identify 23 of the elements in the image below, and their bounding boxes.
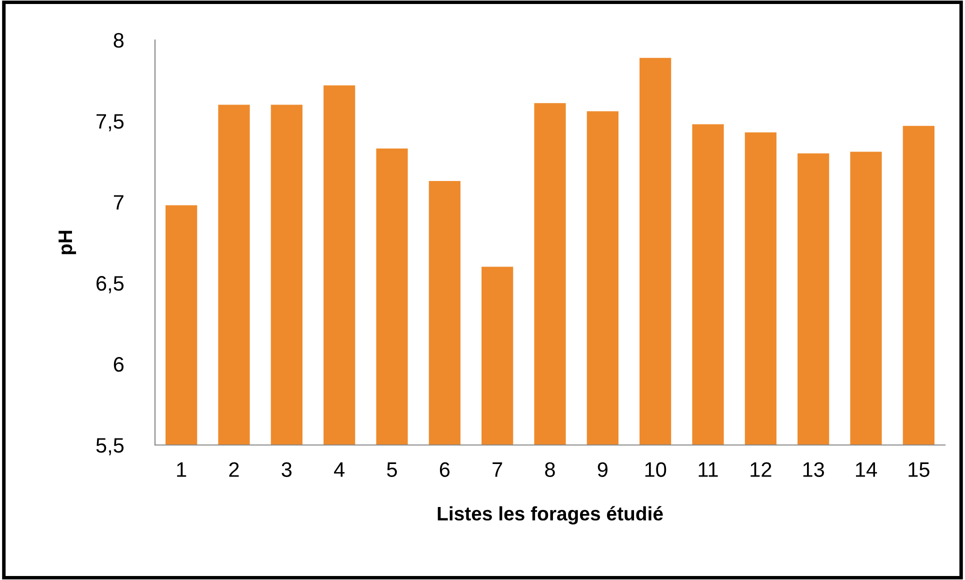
x-tick-label: 5	[387, 462, 397, 477]
x-tick-label: 14	[856, 462, 877, 477]
x-tick-label: 10	[645, 462, 666, 477]
y-tick-label: 6,5	[96, 276, 124, 294]
y-tick-label: 7,5	[96, 114, 124, 132]
y-axis-title: pH	[58, 230, 76, 254]
x-tick-label: 11	[698, 462, 718, 477]
y-tick-label: 8	[114, 33, 124, 48]
x-tick-label: 8	[545, 462, 555, 477]
y-tick-label: 5,5	[96, 438, 124, 456]
x-tick-label: 6	[440, 462, 450, 477]
x-tick-label: 2	[229, 462, 239, 477]
x-tick-label: 15	[908, 462, 930, 477]
y-tick-label: 7	[114, 195, 124, 210]
x-tick-label: 4	[334, 462, 345, 477]
y-tick-label: 6	[114, 357, 124, 372]
x-tick-label: 3	[282, 462, 292, 477]
x-axis-title: Listes les forages étudié	[438, 506, 663, 524]
x-tick-label: 13	[803, 462, 824, 477]
x-tick-label: 7	[492, 462, 502, 477]
x-tick-label: 12	[750, 462, 772, 477]
x-tick-label: 9	[598, 462, 608, 477]
x-tick-label: 1	[177, 462, 186, 477]
